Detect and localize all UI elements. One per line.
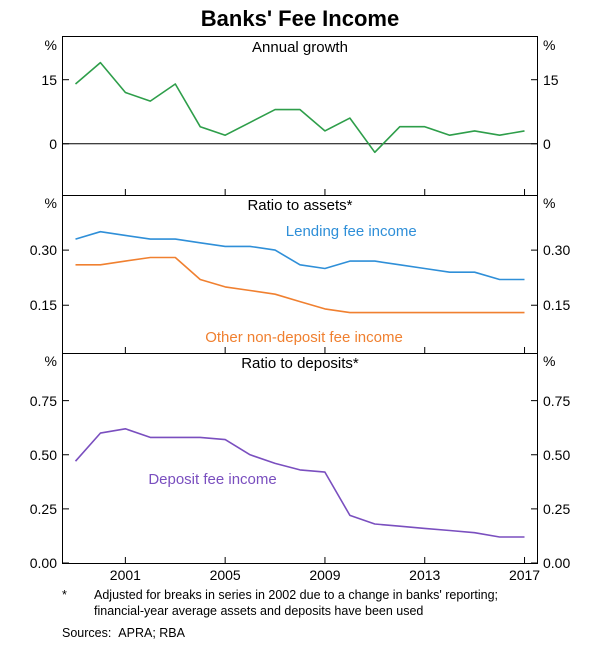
series-deposit [76,429,525,537]
ytick-label: 0.50 [30,447,63,463]
xtick-label: 2013 [409,563,440,583]
chart-area: Annual growth%%001515Ratio to assets*%%0… [62,36,538,564]
ytick-label: 15 [41,72,63,88]
pct-symbol: % [537,195,555,211]
ytick-label: 0.30 [30,242,63,258]
ytick-label: 0.00 [30,555,63,571]
panel-p1: Annual growth%%001515 [63,37,537,195]
sources-text: APRA; RBA [118,626,185,640]
pct-symbol: % [45,195,63,211]
panel-p2: Ratio to assets*%%0.150.150.300.30Lendin… [63,195,537,353]
pct-symbol: % [537,353,555,369]
ytick-label: 0.30 [537,242,570,258]
sources-label: Sources: [62,626,111,640]
xtick-label: 2017 [509,563,540,583]
ytick-label: 0.15 [537,297,570,313]
panel-p3: Ratio to deposits*%%0.000.000.250.250.50… [63,353,537,563]
ytick-label: 0.15 [30,297,63,313]
xtick-label: 2005 [210,563,241,583]
series-label-deposit: Deposit fee income [148,471,276,488]
series-other [76,258,525,313]
figure: Banks' Fee Income Annual growth%%001515R… [0,0,600,654]
ytick-label: 0 [537,136,551,152]
ytick-label: 0.75 [30,393,63,409]
ytick-label: 0.25 [537,501,570,517]
series-label-lending: Lending fee income [286,223,417,240]
ytick-label: 15 [537,72,559,88]
footnote-star: * [62,588,94,604]
xtick-label: 2009 [309,563,340,583]
sources: Sources: APRA; RBA [62,626,185,640]
ytick-label: 0.25 [30,501,63,517]
ytick-label: 0 [49,136,63,152]
ytick-label: 0.00 [537,555,570,571]
footnote-text: Adjusted for breaks in series in 2002 du… [94,588,544,619]
ytick-label: 0.50 [537,447,570,463]
chart-title: Banks' Fee Income [0,0,600,32]
xtick-label: 2001 [110,563,141,583]
series-label-other: Other non-deposit fee income [205,329,403,346]
pct-symbol: % [537,37,555,53]
ytick-label: 0.75 [537,393,570,409]
pct-symbol: % [45,353,63,369]
footnote: *Adjusted for breaks in series in 2002 d… [62,588,562,619]
series-annual_growth [76,63,525,153]
pct-symbol: % [45,37,63,53]
